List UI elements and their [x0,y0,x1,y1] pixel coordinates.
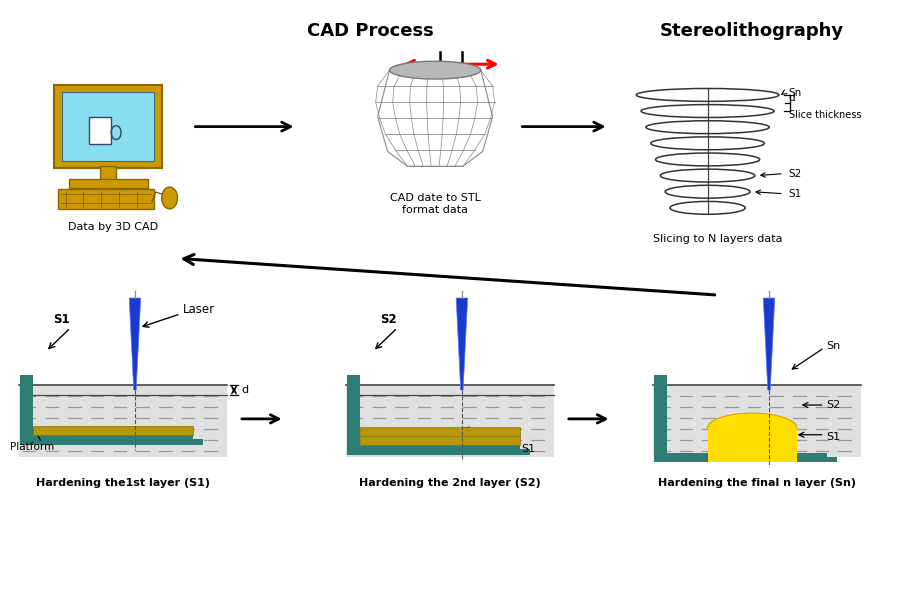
Text: S2: S2 [826,400,841,410]
FancyBboxPatch shape [347,445,520,455]
FancyBboxPatch shape [68,179,148,188]
FancyBboxPatch shape [519,449,530,455]
FancyBboxPatch shape [193,439,202,445]
Text: Stereolithography: Stereolithography [660,22,844,40]
FancyBboxPatch shape [100,166,116,180]
Text: d: d [241,385,248,395]
Ellipse shape [707,413,796,443]
Polygon shape [456,298,468,390]
Text: Data by 3D CAD: Data by 3D CAD [68,222,158,232]
FancyBboxPatch shape [653,385,861,457]
Text: S1: S1 [826,432,841,442]
FancyBboxPatch shape [346,385,554,457]
Ellipse shape [390,61,481,79]
Polygon shape [763,298,775,390]
FancyBboxPatch shape [707,428,796,463]
FancyBboxPatch shape [360,436,520,445]
FancyBboxPatch shape [826,457,837,463]
Text: Hardening the 2nd layer (S2): Hardening the 2nd layer (S2) [359,478,541,488]
Ellipse shape [162,187,177,209]
FancyBboxPatch shape [54,85,162,168]
Text: Sn: Sn [826,341,841,350]
Text: Platform: Platform [10,442,54,452]
Text: Hardening the1st layer (S1): Hardening the1st layer (S1) [36,478,210,488]
FancyBboxPatch shape [707,428,796,452]
Polygon shape [130,298,140,390]
FancyBboxPatch shape [89,117,112,145]
FancyBboxPatch shape [62,92,154,161]
Text: Sn: Sn [788,88,802,98]
Text: Laser: Laser [183,304,214,316]
Text: S2: S2 [788,169,802,179]
Text: S1: S1 [788,189,802,199]
FancyBboxPatch shape [19,385,227,457]
Text: S1: S1 [53,313,70,326]
Polygon shape [378,70,492,166]
Text: CAD date to STL
format data: CAD date to STL format data [390,193,481,215]
FancyBboxPatch shape [654,452,827,463]
FancyBboxPatch shape [58,189,154,209]
Text: Slice thickness: Slice thickness [788,110,861,120]
FancyBboxPatch shape [20,375,33,445]
Text: S1: S1 [521,443,535,454]
FancyBboxPatch shape [347,375,360,455]
Text: CAD Process: CAD Process [308,22,434,40]
FancyBboxPatch shape [33,426,194,435]
FancyBboxPatch shape [20,435,194,445]
Text: d: d [788,93,796,103]
Text: Slicing to N layers data: Slicing to N layers data [652,233,782,244]
Text: Hardening the final n layer (Sn): Hardening the final n layer (Sn) [658,478,856,488]
FancyBboxPatch shape [360,427,520,436]
Text: S2: S2 [381,313,397,326]
FancyBboxPatch shape [654,375,667,463]
